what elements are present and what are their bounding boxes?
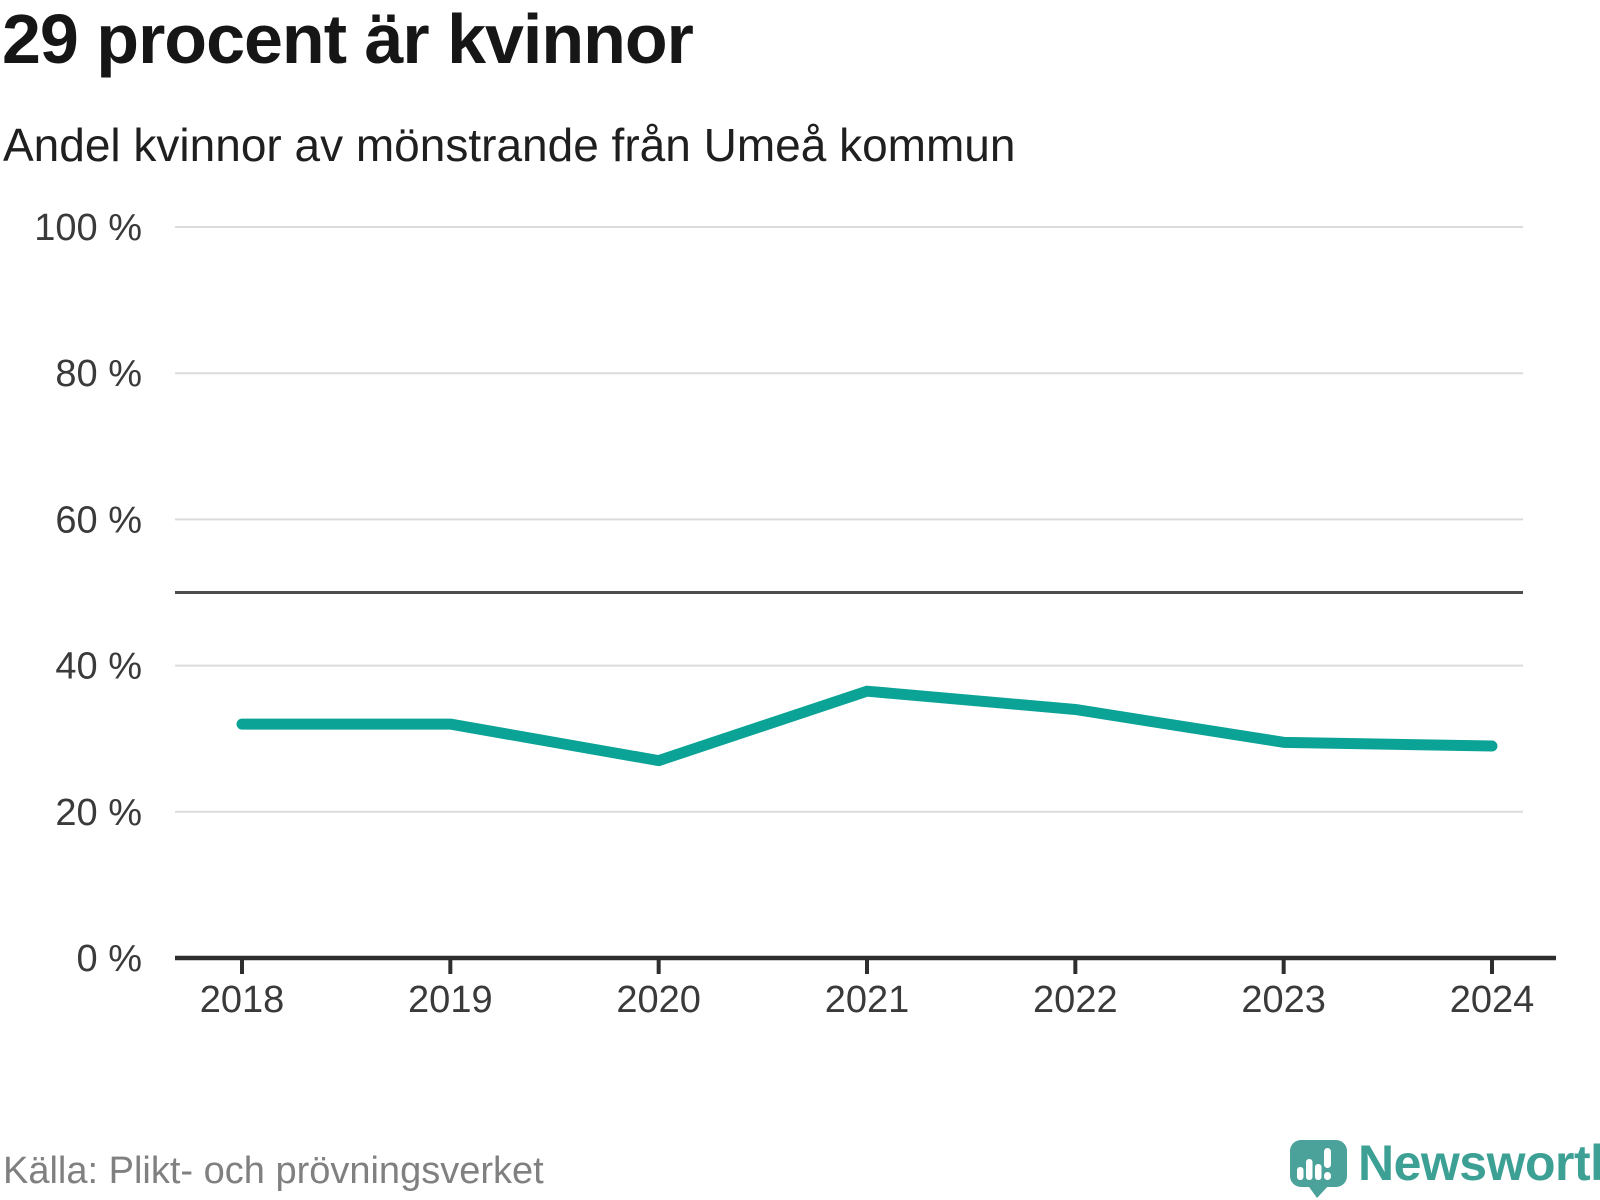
x-axis-label-2018: 2018 bbox=[200, 979, 285, 1021]
chart-subtitle: Andel kvinnor av mönstrande från Umeå ko… bbox=[3, 119, 1016, 171]
logo-exclamation-bar bbox=[1324, 1148, 1331, 1168]
chart-title: 29 procent är kvinnor bbox=[2, 0, 694, 78]
brand-name: Newsworthy bbox=[1358, 1135, 1600, 1191]
newsworthy-logo: Newsworthy bbox=[1290, 1135, 1600, 1198]
newsworthy-logo-icon bbox=[1290, 1140, 1347, 1198]
x-axis-label-2021: 2021 bbox=[825, 979, 910, 1021]
logo-exclamation-dot bbox=[1324, 1172, 1331, 1180]
logo-bubble bbox=[1290, 1140, 1347, 1187]
logo-bar-1 bbox=[1297, 1167, 1304, 1180]
y-axis-label-20: 20 % bbox=[55, 792, 142, 834]
logo-bar-3 bbox=[1315, 1164, 1322, 1180]
source-note: Källa: Plikt- och prövningsverket bbox=[3, 1150, 544, 1192]
logo-bubble-tail bbox=[1307, 1184, 1330, 1198]
x-axis-label-2023: 2023 bbox=[1241, 979, 1326, 1021]
logo-bar-2 bbox=[1306, 1159, 1313, 1180]
x-axis-label-2024: 2024 bbox=[1450, 979, 1535, 1021]
data-line-Andel kvinnor av mönstrande från Umeå kommun bbox=[236, 685, 1498, 767]
x-axis-label-2019: 2019 bbox=[408, 979, 493, 1021]
y-axis-label-0: 0 % bbox=[77, 938, 142, 980]
x-axis-label-2020: 2020 bbox=[616, 979, 701, 1021]
y-axis-label-60: 60 % bbox=[55, 499, 142, 541]
y-axis-label-40: 40 % bbox=[55, 646, 142, 688]
y-axis-label-100: 100 % bbox=[34, 207, 142, 249]
x-axis-label-2022: 2022 bbox=[1033, 979, 1118, 1021]
y-axis-label-80: 80 % bbox=[55, 353, 142, 395]
